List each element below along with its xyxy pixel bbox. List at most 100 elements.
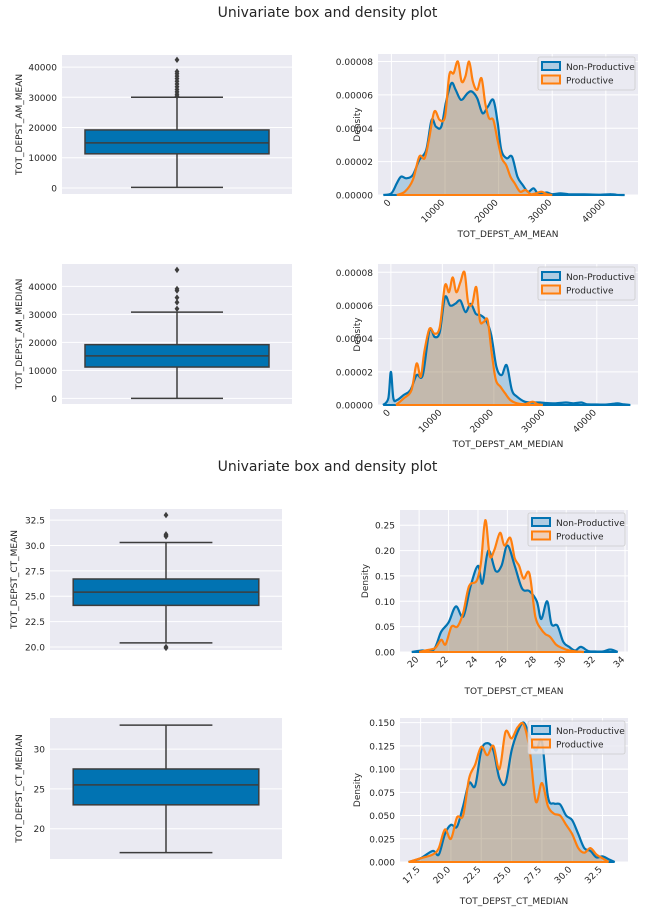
outlier-point [163, 531, 169, 538]
legend-label: Productive [556, 741, 604, 751]
y-tick-label: 30000 [28, 94, 57, 104]
iqr-box [84, 129, 270, 155]
legend: Non-Productive Productive [537, 56, 636, 91]
y-tick-label: 30000 [28, 311, 57, 321]
y-tick-label: 10000 [28, 367, 57, 377]
y-tick-label: 40000 [28, 64, 57, 74]
density-ct-median-axes: 17.5 20.0 22.5 25.0 27.5 30.0 32.5 0.000 0.025 0.… [353, 718, 628, 907]
x-tick-label: 25.0 [492, 865, 513, 886]
y-tick-label: 0.00002 [336, 158, 373, 168]
box-ct-mean-axes: 20.0 22.5 25.0 27.5 30.0 32.5 TOT_DEPST_CT_MEA… [10, 509, 282, 653]
y-tick-label: 30 [34, 746, 46, 756]
x-tick-label: 27.5 [523, 865, 544, 886]
iqr-box [72, 768, 260, 806]
y-tick-label: 27.5 [25, 567, 45, 577]
density-ct-mean-axes: 20 22 24 26 28 30 32 34 0.00 0.05 0.10 0.15 0.20 0.25… [361, 510, 628, 697]
x-tick-label: 40000 [572, 408, 600, 436]
outlier-point [163, 644, 169, 652]
x-tick-label: 26 [494, 655, 509, 670]
x-tick-label: 30000 [527, 198, 555, 226]
outlier-point [163, 511, 169, 519]
x-tick-label: 30.0 [553, 865, 574, 886]
x-tick-label: 30 [553, 655, 568, 670]
y-tick-label: 25.0 [25, 593, 45, 603]
y-tick-label: 0 [51, 395, 57, 405]
x-tick-label: 0 [382, 408, 393, 419]
y-tick-label: 0.25 [375, 522, 395, 532]
legend-swatch-productive [541, 284, 561, 295]
legend-label: Non-Productive [566, 63, 635, 73]
outlier-point [174, 56, 180, 64]
x-tick-label: 22 [435, 655, 450, 670]
x-tick-label: 22.5 [462, 865, 483, 886]
outlier-point [174, 285, 180, 293]
legend-label: Non-Productive [566, 273, 635, 283]
y-tick-label: 32.5 [25, 517, 45, 527]
y-axis-label: Density [353, 772, 363, 807]
legend-label: Non-Productive [556, 519, 625, 529]
legend-label: Productive [566, 77, 614, 87]
y-tick-label: 0.10 [375, 598, 395, 608]
figure-title-2: Univariate box and density plot [217, 459, 438, 475]
outlier-point [174, 68, 180, 75]
x-axis-label: TOT_DEPST_CT_MEDIAN [459, 897, 569, 907]
y-tick-label: 0.00006 [336, 91, 373, 101]
y-tick-label: 0.15 [375, 572, 395, 582]
x-tick-label: 20000 [469, 408, 497, 436]
x-tick-label: 28 [524, 655, 539, 670]
density-area-non-productive [383, 82, 625, 195]
density-am-median-axes: 0 10000 20000 30000 40000 0.00000 0.00002 0.000… [336, 264, 638, 450]
y-tick-label: 0.20 [375, 547, 395, 557]
legend: Non-Productive Productive [527, 512, 626, 547]
y-tick-label: 0.00008 [336, 58, 373, 68]
legend-swatch-productive [531, 738, 551, 749]
legend-box [527, 720, 626, 755]
outlier-point [174, 305, 180, 312]
density-line-productive [396, 60, 553, 197]
figure-title-1: Univariate box and density plot [217, 5, 438, 21]
x-tick-label: 30000 [520, 408, 548, 436]
x-tick-label: 32 [583, 655, 598, 670]
outlier-point [174, 299, 180, 306]
x-tick-label: 20 [406, 655, 421, 670]
y-tick-label: 0.00004 [336, 335, 373, 345]
y-tick-label: 20.0 [25, 643, 45, 653]
y-tick-label: 20000 [28, 339, 57, 349]
density-line-productive [418, 518, 584, 654]
density-line-non-productive [383, 81, 625, 197]
density-line-productive [395, 270, 543, 407]
x-tick-label: 20000 [473, 198, 501, 226]
legend-swatch-productive [541, 74, 561, 85]
density-am-mean-axes: 0 10000 20000 30000 40000 0.00000 0.00002 0.000… [336, 54, 638, 240]
density-area-productive [396, 61, 553, 195]
y-axis-label: TOT_DEPST_CT_MEDIAN [15, 734, 25, 844]
density-area-non-productive [411, 545, 618, 652]
legend-label: Productive [566, 287, 614, 297]
y-tick-label: 0 [51, 184, 57, 194]
density-area-non-productive [383, 296, 631, 405]
x-tick-label: 32.5 [583, 865, 604, 886]
y-tick-label: 0.150 [369, 719, 395, 729]
density-area-productive [396, 271, 543, 405]
density-line-non-productive [411, 544, 619, 654]
y-tick-label: 0.00002 [336, 368, 373, 378]
legend-label: Productive [556, 533, 604, 543]
x-tick-label: 20.0 [432, 865, 453, 886]
y-axis-label: TOT_DEPST_AM_MEAN [15, 74, 25, 176]
legend-label: Non-Productive [556, 727, 625, 737]
y-tick-label: 0.075 [369, 789, 395, 799]
box-ct-median-axes: 20 25 30 TOT_DEPST_CT_MEDIAN [15, 718, 282, 859]
y-tick-label: 25 [34, 785, 45, 795]
y-tick-label: 0.00008 [336, 269, 373, 279]
density-line-productive [408, 721, 610, 864]
y-tick-label: 22.5 [25, 618, 45, 628]
outlier-point [174, 294, 180, 301]
legend-box [537, 56, 636, 91]
x-tick-label: 24 [465, 655, 480, 670]
legend-swatch-non-productive [531, 725, 551, 735]
density-area-non-productive [408, 722, 615, 862]
y-tick-label: 0.05 [375, 623, 395, 633]
x-axis-label: TOT_DEPST_AM_MEDIAN [452, 440, 564, 450]
